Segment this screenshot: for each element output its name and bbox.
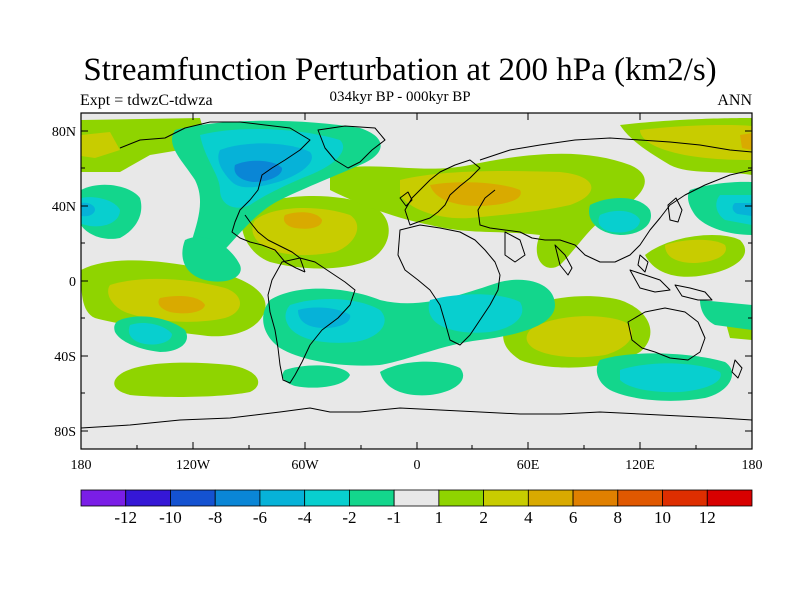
lat-label-80n: 80N [52,125,76,140]
colorbar-box-13 [662,489,708,507]
colorbar-box-10 [527,489,574,507]
colorbar-label-10: 6 [569,508,578,527]
colorbar-box-7 [393,489,440,507]
colorbar-label-5: -2 [342,508,356,527]
colorbar-labels: -12 -10 -8 -6 -4 -2 -1 1 2 4 6 8 10 12 [114,508,715,527]
period-label: 034kyr BP - 000kyr BP [329,89,471,105]
colorbar-box-3 [214,489,261,507]
colorbar-label-6: -1 [387,508,401,527]
colorbar-label-8: 2 [479,508,488,527]
lat-tick-marks [81,130,752,432]
colorbar [80,489,753,507]
colorbar-box-2 [170,489,216,507]
colorbar-box-0 [80,489,127,507]
colorbar-box-12 [617,489,663,507]
colorbar-box-9 [483,489,529,507]
colorbar-box-8 [438,489,484,507]
colorbar-label-13: 12 [699,508,716,527]
colorbar-label-1: -10 [159,508,182,527]
contour-field [81,118,752,401]
colorbar-box-11 [572,489,619,507]
colorbar-box-5 [304,489,350,507]
map-title: Streamfunction Perturbation at 200 hPa (… [83,52,717,88]
colorbar-box-4 [259,489,306,507]
lon-label-0: 0 [414,458,421,473]
lon-label-60e: 60E [517,458,540,473]
colorbar-label-4: -4 [298,508,313,527]
lat-label-40s: 40S [54,350,76,365]
coastlines [81,121,752,429]
lat-label-80s: 80S [54,425,76,440]
colorbar-label-0: -12 [114,508,137,527]
lat-label-0: 0 [69,275,76,290]
colorbar-label-11: 8 [614,508,623,527]
experiment-label: Expt = tdwzC-tdwza [80,92,213,109]
lon-label-60w: 60W [291,458,319,473]
colorbar-box-14 [706,489,753,507]
colorbar-label-9: 4 [524,508,533,527]
season-label: ANN [717,92,752,109]
colorbar-label-2: -8 [208,508,222,527]
colorbar-label-3: -6 [253,508,267,527]
lon-label-120w: 120W [176,458,211,473]
colorbar-label-12: 10 [654,508,671,527]
colorbar-label-7: 1 [435,508,444,527]
colorbar-box-6 [348,489,395,507]
negative-contours-core [234,160,283,182]
lon-tick-marks [136,113,697,449]
lon-label-120e: 120E [625,458,655,473]
lat-label-40n: 40N [52,200,76,215]
colorbar-box-1 [125,489,171,507]
positive-contours-high [158,133,752,314]
lon-label-180e: 180 [742,458,763,473]
lon-label-180w: 180 [71,458,92,473]
